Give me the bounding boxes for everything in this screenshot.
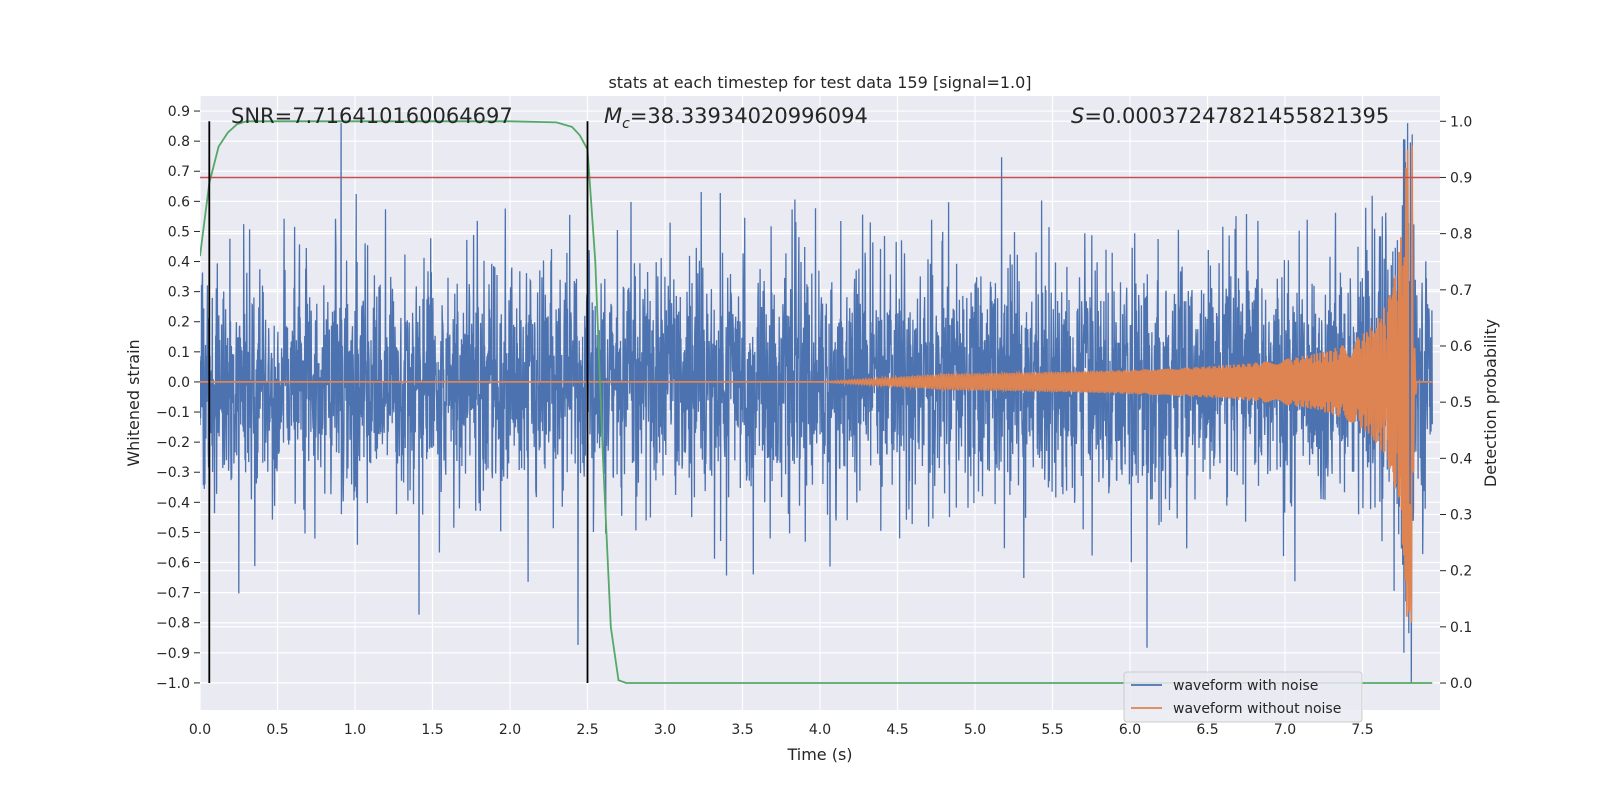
y-left-tick-label: 0.0 [168,375,190,391]
series-waveform-with-noise [200,123,1433,683]
s-annotation: S=0.00037247821455821395 [1071,104,1389,128]
s-value: =0.00037247821455821395 [1084,104,1389,128]
x-tick-label: 2.5 [576,722,598,738]
mc-subscript: c [622,116,630,132]
y-axis-label-right: Detection probability [1481,319,1500,487]
y-left-tick-label: 0.8 [168,134,190,150]
y-left-tick-label: 0.5 [168,224,190,240]
y-left-tick-label: −0.1 [156,405,190,421]
y-right-tick-label: 0.5 [1450,395,1472,411]
y-left-tick-label: −0.2 [156,435,190,451]
x-tick-label: 6.0 [1119,722,1141,738]
markers [200,121,1440,684]
x-axis-label: Time (s) [786,745,852,764]
y-left-tick-label: −0.8 [156,616,190,632]
y-left-tick-label: −0.3 [156,465,190,481]
y-left-tick-label: 0.7 [168,164,190,180]
y-left-tick-label: −0.6 [156,556,190,572]
mc-value: =38.33934020996094 [630,104,868,128]
x-tick-label: 0.5 [266,722,288,738]
y-left-tick-label: −0.5 [156,525,190,541]
x-tick-label: 3.5 [731,722,753,738]
series-waveform-without-noise [200,145,1433,623]
x-ticks: 0.0 0.5 1.0 1.5 2.0 2.5 3.0 3.5 4.0 4.5 5.0 5.5 6.0 6… [189,722,1374,738]
y-left-tick-label: 0.4 [168,255,190,271]
y-left-tick-label: 0.2 [168,315,190,331]
y-right-tick-label: 0.2 [1450,564,1472,580]
legend-label-clean: waveform without noise [1173,701,1341,717]
x-tick-label: 4.5 [886,722,908,738]
y-left-tick-label: 0.6 [168,194,190,210]
y-right-tick-label: 0.9 [1450,170,1472,186]
x-tick-label: 7.0 [1274,722,1296,738]
y-right-tick-label: 0.0 [1450,676,1472,692]
x-tick-label: 0.0 [189,722,211,738]
probability-line [200,120,1433,684]
x-tick-label: 3.0 [654,722,676,738]
s-symbol: S [1071,104,1084,128]
clean-line [200,145,1433,623]
x-tick-label: 1.5 [421,722,443,738]
legend-box [1123,671,1363,723]
legend: waveform with noise waveform without noi… [1123,671,1363,723]
x-tick-label: 1.0 [344,722,366,738]
x-tick-label: 5.0 [964,722,986,738]
x-tick-label: 7.5 [1351,722,1373,738]
y-right-tick-label: 0.8 [1450,227,1472,243]
legend-label-noise: waveform with noise [1173,678,1318,694]
mc-symbol: M [604,104,622,128]
y-left-tick-label: 0.1 [168,345,190,361]
y-right-tick-label: 0.3 [1450,508,1472,524]
x-tick-label: 2.0 [499,722,521,738]
y-left-tick-label: −1.0 [156,676,190,692]
y-left-tick-label: −0.7 [156,586,190,602]
y-left-ticks: −1.0 −0.9 −0.8 −0.7 −0.6 −0.5 −0.4 −0.3 −0.2 −0.1… [156,104,200,692]
chirp-mass-annotation: Mc=38.33934020996094 [604,104,868,132]
x-tick-label: 4.0 [809,722,831,738]
y-left-tick-label: 0.3 [168,285,190,301]
y-right-tick-label: 0.4 [1450,451,1472,467]
x-tick-label: 5.5 [1041,722,1063,738]
y-right-tick-label: 1.0 [1450,114,1472,130]
y-left-tick-label: 0.9 [168,104,190,120]
noise-line [200,123,1433,683]
y-right-ticks: 0.0 0.1 0.2 0.3 0.4 0.5 0.6 0.7 0.8 0.9 1.0 [1440,114,1472,692]
chart-title: stats at each timestep for test data 159… [608,73,1031,92]
y-right-tick-label: 0.7 [1450,283,1472,299]
x-tick-label: 6.5 [1196,722,1218,738]
y-axis-label-left: Whitened strain [124,339,143,466]
snr-annotation: SNR=7.716410160064697 [231,104,513,128]
y-right-tick-label: 0.6 [1450,339,1472,355]
y-left-tick-label: −0.9 [156,646,190,662]
y-left-tick-label: −0.4 [156,495,190,511]
series-detection-probability [200,120,1433,684]
y-right-tick-label: 0.1 [1450,620,1472,636]
